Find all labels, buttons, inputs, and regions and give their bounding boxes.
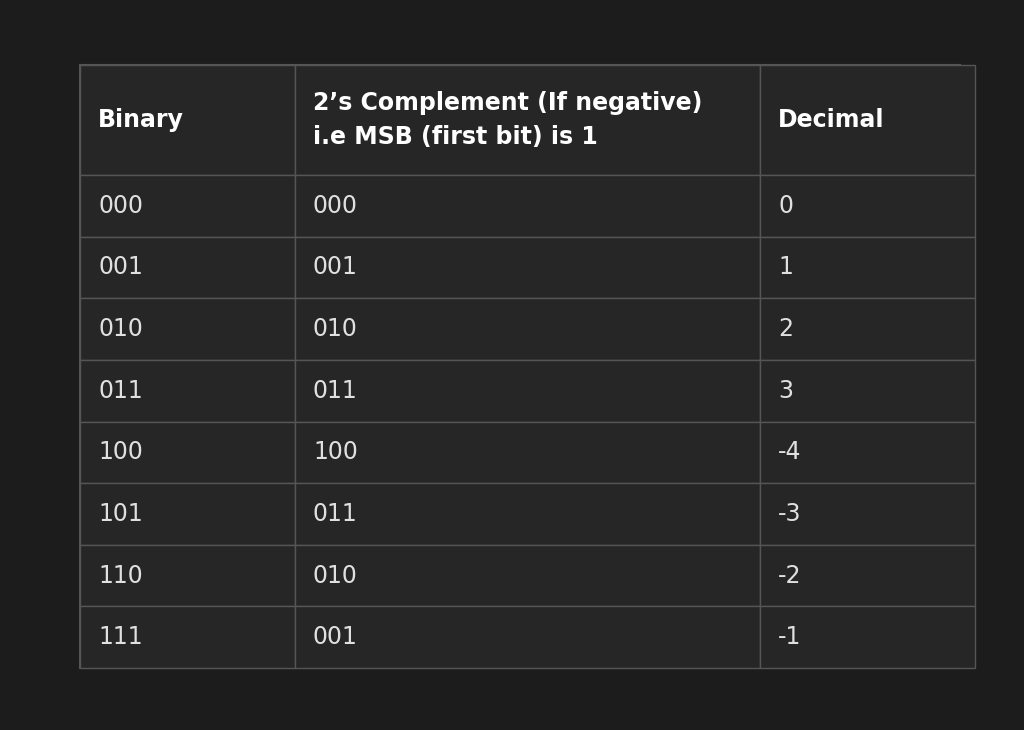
Text: 001: 001 [313, 255, 357, 280]
Bar [80, 65, 295, 175]
Bar [80, 607, 295, 668]
Text: 000: 000 [98, 193, 143, 218]
Text: 101: 101 [98, 502, 142, 526]
Bar [295, 545, 760, 607]
Bar [80, 175, 295, 237]
Bar [80, 421, 295, 483]
Bar [760, 237, 975, 299]
Text: 100: 100 [98, 440, 143, 464]
Text: Binary: Binary [98, 108, 184, 132]
Bar [295, 421, 760, 483]
Bar [295, 175, 760, 237]
Bar [295, 360, 760, 421]
Text: 001: 001 [98, 255, 143, 280]
Text: 011: 011 [313, 379, 357, 403]
Bar [760, 65, 975, 175]
Text: 000: 000 [313, 193, 358, 218]
Text: Decimal: Decimal [778, 108, 885, 132]
Bar [80, 360, 295, 421]
Bar [760, 607, 975, 668]
Text: 2’s Complement (If negative)
i.e MSB (first bit) is 1: 2’s Complement (If negative) i.e MSB (fi… [313, 91, 702, 149]
Text: 3: 3 [778, 379, 793, 403]
Text: -2: -2 [778, 564, 802, 588]
Text: 110: 110 [98, 564, 142, 588]
Bar [80, 483, 295, 545]
Bar [760, 421, 975, 483]
Text: 1: 1 [778, 255, 793, 280]
Bar [295, 237, 760, 299]
Text: -1: -1 [778, 625, 802, 649]
Bar [760, 299, 975, 360]
Bar [295, 65, 760, 175]
Text: -4: -4 [778, 440, 802, 464]
Text: 011: 011 [313, 502, 357, 526]
Text: 100: 100 [313, 440, 357, 464]
Bar [80, 65, 961, 668]
Bar [760, 360, 975, 421]
Text: 010: 010 [313, 317, 357, 341]
Bar [80, 545, 295, 607]
Text: 0: 0 [778, 193, 793, 218]
Text: -3: -3 [778, 502, 802, 526]
Text: 010: 010 [98, 317, 143, 341]
Bar [80, 237, 295, 299]
Bar [760, 545, 975, 607]
Bar [295, 299, 760, 360]
Text: 001: 001 [313, 625, 357, 649]
Text: 2: 2 [778, 317, 793, 341]
Bar [80, 299, 295, 360]
Text: 111: 111 [98, 625, 142, 649]
Bar [760, 175, 975, 237]
Bar [295, 483, 760, 545]
Bar [295, 607, 760, 668]
Text: 011: 011 [98, 379, 142, 403]
Text: 010: 010 [313, 564, 357, 588]
Bar [760, 483, 975, 545]
